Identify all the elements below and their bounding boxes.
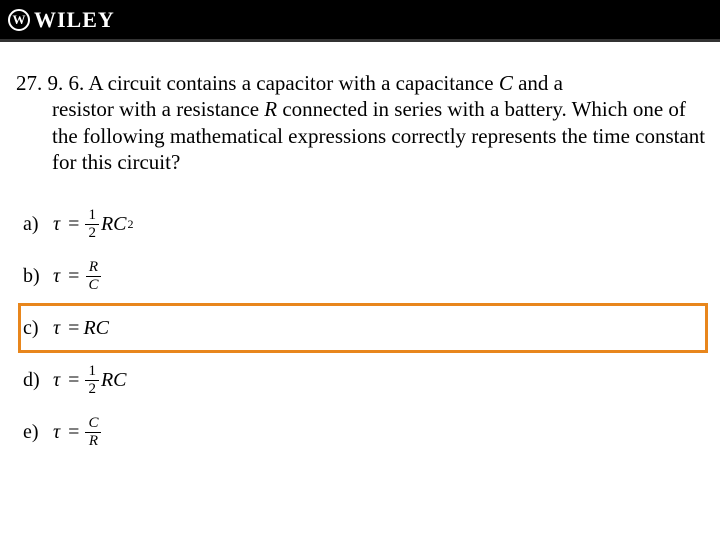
- question-var-r: R: [264, 97, 277, 121]
- fraction-c-over-r: CR: [85, 416, 101, 449]
- choice-e-label: e): [23, 421, 53, 444]
- header-bar: W WILEY: [0, 0, 720, 42]
- fraction-half: 12: [85, 364, 99, 397]
- choice-b: b) τ = RC: [18, 251, 708, 301]
- choice-b-formula: τ = RC: [53, 260, 103, 293]
- question-line2: and a: [513, 71, 563, 95]
- wiley-logo-mark: W: [8, 9, 30, 31]
- question-text: 27. 9. 6. A circuit contains a capacitor…: [12, 70, 708, 175]
- choice-a: a) τ = 12 RC2: [18, 199, 708, 249]
- question-var-c: C: [499, 71, 513, 95]
- wiley-logo-mark-glyph: W: [13, 12, 26, 28]
- choice-d: d) τ = 12 RC: [18, 355, 708, 405]
- fraction-half: 12: [85, 208, 99, 241]
- slide-content: 27. 9. 6. A circuit contains a capacitor…: [0, 42, 720, 471]
- choice-c-label: c): [23, 317, 53, 340]
- choice-d-formula: τ = 12 RC: [53, 364, 127, 397]
- wiley-logo: W WILEY: [8, 7, 115, 33]
- choice-a-formula: τ = 12 RC2: [53, 208, 134, 241]
- choice-c: c) τ = RC: [18, 303, 708, 353]
- question-line1: A circuit contains a capacitor with a ca…: [88, 71, 498, 95]
- choice-e: e) τ = CR: [18, 407, 708, 457]
- choice-list: a) τ = 12 RC2 b) τ = RC c) τ = RC: [12, 199, 708, 457]
- choice-e-formula: τ = CR: [53, 416, 103, 449]
- question-rest1: resistor with a resistance: [52, 97, 264, 121]
- choice-b-label: b): [23, 265, 53, 288]
- question-number: 27. 9. 6.: [16, 71, 84, 95]
- wiley-logo-text: WILEY: [34, 7, 115, 33]
- fraction-r-over-c: RC: [85, 260, 101, 293]
- choice-c-formula: τ = RC: [53, 317, 109, 340]
- choice-a-label: a): [23, 213, 53, 236]
- choice-d-label: d): [23, 369, 53, 392]
